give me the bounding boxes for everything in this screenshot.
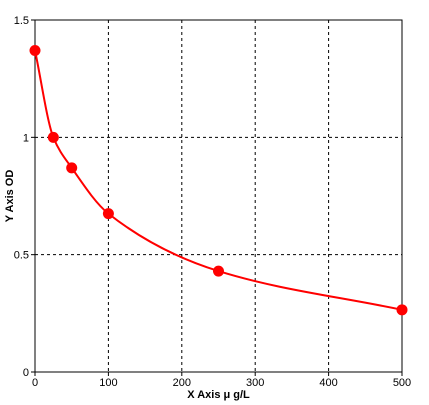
x-tick-label: 0	[32, 377, 38, 389]
x-tick-label: 500	[393, 377, 411, 389]
x-axis-title: X Axis μ g/L	[187, 389, 250, 401]
y-tick-label: 1	[23, 132, 29, 144]
axis-layer	[31, 19, 403, 376]
x-tick-label: 200	[173, 377, 191, 389]
y-tick-label: 1.5	[14, 15, 29, 27]
y-tick-label: 0.5	[14, 250, 29, 262]
data-point	[396, 304, 408, 316]
tick-label-layer: 0 100 200 300 400 500 0 0.5 1 1.5	[14, 15, 411, 389]
data-point	[213, 265, 224, 277]
x-tick-label: 300	[246, 377, 264, 389]
y-axis-title: Y Axis OD	[4, 170, 16, 223]
data-point	[29, 45, 41, 57]
y-tick-label: 0	[23, 367, 29, 379]
x-tick-label: 400	[319, 377, 337, 389]
plot-frame	[34, 19, 403, 373]
data-point	[66, 162, 78, 174]
x-tick-label: 100	[99, 377, 117, 389]
data-point	[102, 208, 114, 220]
data-point	[47, 131, 59, 143]
data-point-layer	[29, 45, 408, 316]
grid-layer	[35, 20, 402, 372]
